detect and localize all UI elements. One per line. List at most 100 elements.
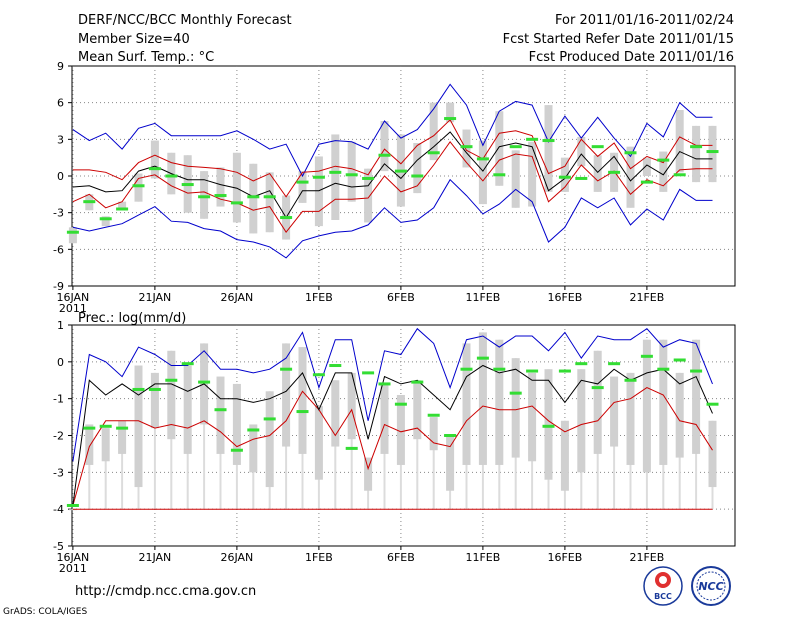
x-tick-label: 21FEB (629, 551, 664, 564)
median-mark (427, 413, 440, 417)
median-mark (263, 417, 276, 421)
figure-title: DERF/NCC/BCC Monthly Forecast (78, 13, 292, 28)
member-box (413, 380, 422, 440)
ncc-logo-text: NCC (698, 580, 723, 593)
member-box (642, 339, 651, 473)
y-tick-label: 9 (57, 60, 64, 73)
member-box (560, 157, 569, 192)
member-box (331, 134, 340, 220)
member-box (708, 125, 717, 183)
member-box (150, 372, 159, 429)
median-mark (526, 137, 539, 141)
median-mark (312, 373, 325, 377)
median-mark (181, 362, 194, 366)
median-mark (148, 387, 161, 391)
member-box (577, 369, 586, 473)
member-box (544, 105, 553, 192)
y-tick-label: -3 (53, 207, 64, 220)
median-mark (148, 167, 161, 171)
median-mark (116, 207, 129, 211)
y-tick-label: 0 (57, 356, 64, 369)
median-mark (329, 364, 342, 368)
min-line (72, 178, 713, 259)
member-box (134, 173, 143, 202)
median-mark (83, 200, 96, 204)
member-box (314, 406, 323, 480)
bcc-logo-mark-inner (659, 576, 667, 584)
member-box (692, 339, 701, 454)
x-tick-label: 6FEB (387, 551, 415, 564)
median-mark (362, 176, 375, 180)
max-line (72, 83, 713, 178)
median-mark (460, 367, 473, 371)
median-mark (345, 446, 358, 450)
median-mark (657, 367, 670, 371)
member-box (150, 140, 159, 179)
y-tick-label: 3 (57, 133, 64, 146)
x-tick-label: 16FEB (547, 551, 582, 564)
median-mark (673, 358, 686, 362)
grads-credit: GrADS: COLA/IGES (3, 607, 87, 617)
member-box (396, 394, 405, 465)
x-tick-label: 21FEB (629, 291, 664, 304)
median-mark (362, 371, 375, 375)
member-box (511, 150, 520, 208)
median-mark (640, 180, 653, 184)
median-mark (493, 173, 506, 177)
source-url[interactable]: http://cmdp.ncc.cma.gov.cn (75, 584, 256, 599)
member-box (675, 372, 684, 458)
forecast-period: For 2011/01/16-2011/02/24 (555, 13, 734, 28)
median-mark (476, 157, 489, 161)
forecast-started-date: Fcst Started Refer Date 2011/01/15 (503, 32, 734, 47)
member-box (364, 457, 373, 491)
member-box (298, 171, 307, 203)
member-box (167, 350, 176, 440)
median-mark (132, 184, 145, 188)
median-mark (542, 139, 555, 143)
median-mark (345, 173, 358, 177)
forecast-produced-date: Fcst Produced Date 2011/01/16 (529, 50, 734, 65)
median-mark (608, 362, 621, 366)
member-box (593, 350, 602, 454)
x-tick-label: 16JAN (56, 551, 89, 564)
member-box (364, 168, 373, 223)
member-box (659, 339, 668, 465)
member-box (249, 163, 258, 234)
member-box (642, 157, 651, 176)
median-mark (608, 170, 621, 174)
median-mark (558, 175, 571, 179)
member-box (85, 424, 94, 465)
x-tick-label: 16JAN (56, 291, 89, 304)
member-box (675, 110, 684, 173)
member-box (298, 347, 307, 454)
mean_plus_sd-line (72, 118, 713, 198)
member-box (183, 365, 192, 454)
median-mark (378, 153, 391, 157)
median-mark (181, 183, 194, 187)
member-box (560, 420, 569, 491)
member-box (216, 167, 225, 207)
member-box (331, 380, 340, 447)
median-mark (66, 503, 79, 507)
member-box (134, 365, 143, 488)
median-mark (132, 387, 145, 391)
median-mark (247, 195, 260, 199)
ncc-logo-ring (691, 566, 731, 606)
member-box (232, 383, 241, 465)
mean_minus_sd-line (72, 140, 713, 234)
member-box (577, 136, 586, 167)
member-size-label: Member Size=40 (78, 32, 190, 47)
median-mark (476, 356, 489, 360)
median-mark (198, 195, 211, 199)
member-box (626, 372, 635, 465)
member-box (544, 369, 553, 480)
precip-panel-title: Prec.: log(mm/d) (78, 311, 186, 326)
member-box (626, 146, 635, 208)
x-tick-label: 21JAN (138, 551, 171, 564)
median-mark (657, 158, 670, 162)
median-mark (706, 402, 719, 406)
member-box (495, 111, 504, 186)
median-mark (509, 145, 522, 149)
